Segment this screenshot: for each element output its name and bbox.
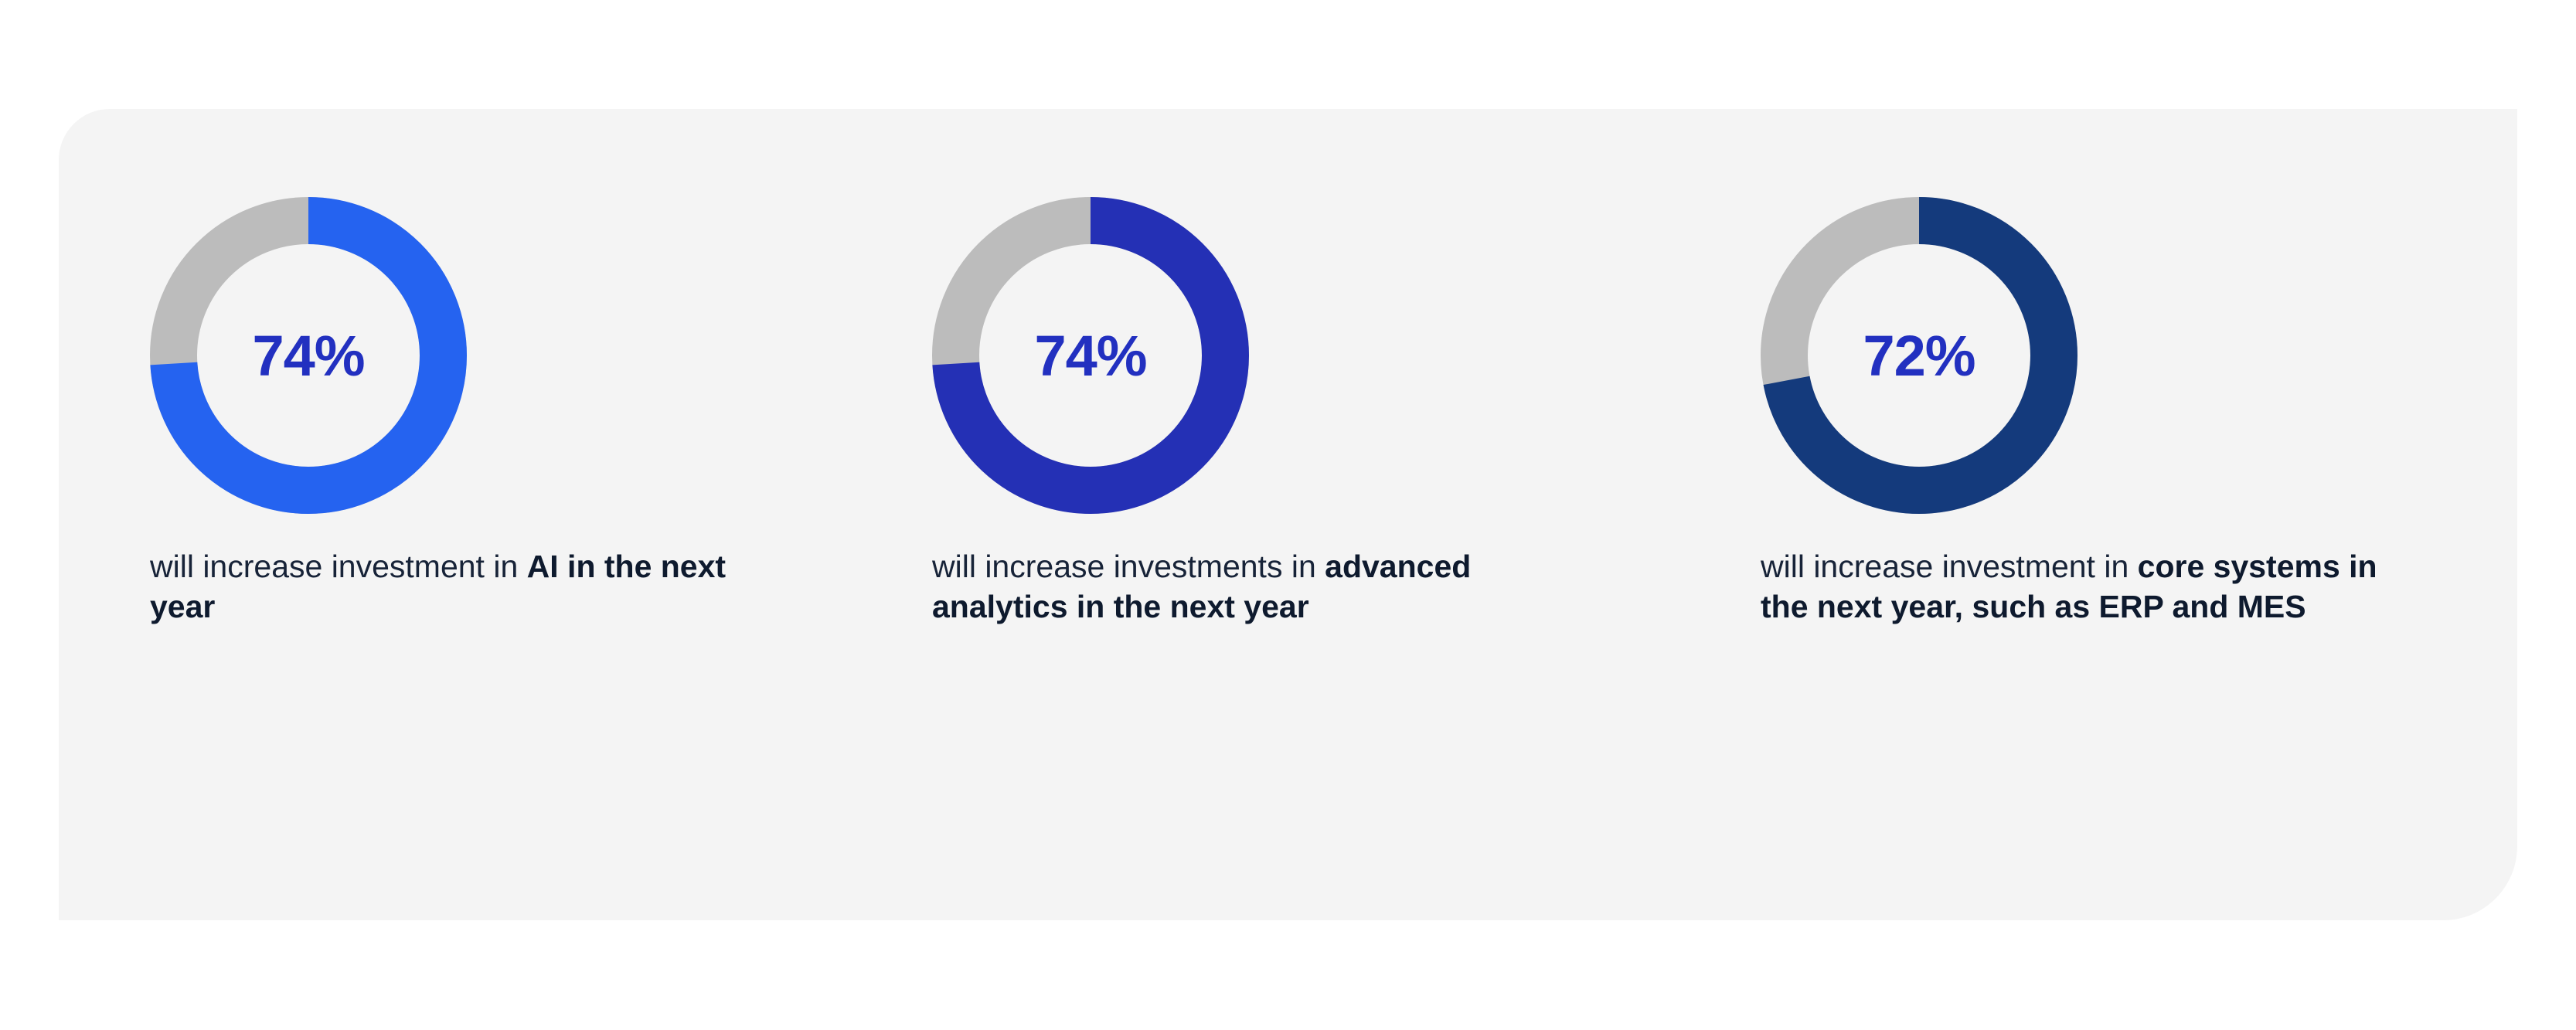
stats-panel-background [59,109,2517,920]
caption-lead-analytics: will increase investments in [932,549,1316,584]
donut-svg-analytics [932,197,1249,514]
donut-chart-ai: 74% [150,197,467,514]
caption-core-systems: will increase investment in core systems… [1761,546,2379,627]
donut-svg-ai [150,197,467,514]
donut-arc-analytics [932,197,1249,514]
caption-emph-ai: AI in the next year [150,549,727,625]
donut-svg-core-systems [1761,197,2077,514]
donut-arc-ai [150,197,467,514]
donut-arc-core-systems [1761,197,2077,514]
caption-emph-analytics: advanced analytics in the next year [932,549,1472,625]
caption-emph-core-systems: core systems in the next year, such as E… [1761,549,2377,625]
caption-ai: will increase investment in AI in the ne… [150,546,737,627]
caption-lead-core-systems: will increase investment in [1761,549,2129,584]
donut-chart-core-systems: 72% [1761,197,2077,514]
stat-card-core-systems: 72% will increase investment in core sys… [1676,109,2518,627]
caption-lead-ai: will increase investment in [150,549,519,584]
stat-card-analytics: 74% will increase investments in advance… [856,109,1676,627]
stat-card-ai: 74% will increase investment in AI in th… [59,109,856,627]
donut-chart-analytics: 74% [932,197,1249,514]
caption-analytics: will increase investments in advanced an… [932,546,1543,627]
stats-columns: 74% will increase investment in AI in th… [59,109,2517,920]
